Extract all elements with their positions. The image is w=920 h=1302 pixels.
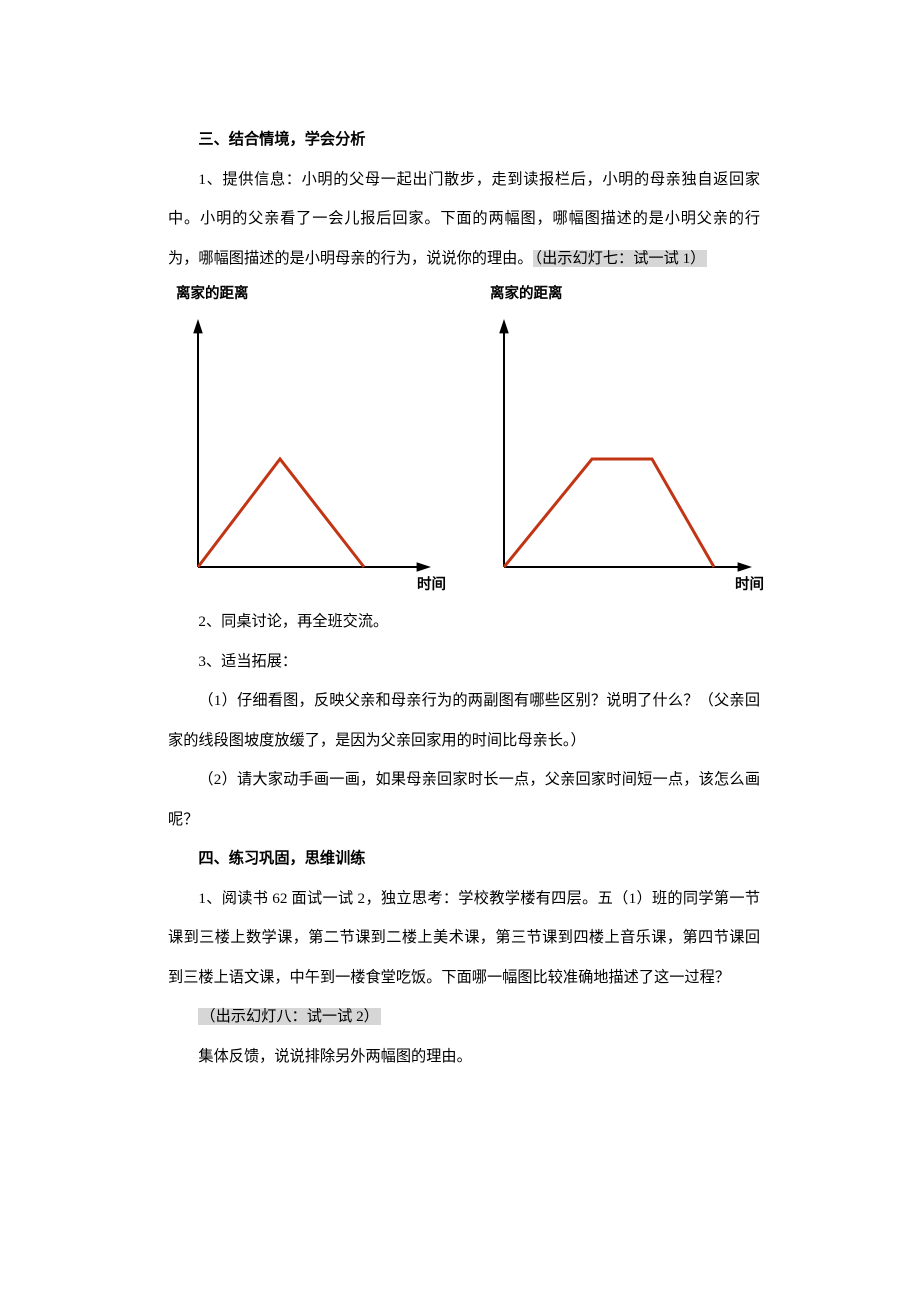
section-4-p1: 1、阅读书 62 面试一试 2，独立思考：学校教学楼有四层。五（1）班的同学第一… (168, 879, 760, 998)
section-3-p1: 1、提供信息：小明的父母一起出门散步，走到读报栏后，小明的母亲独自返回家中。小明… (168, 160, 760, 279)
page: 三、结合情境，学会分析 1、提供信息：小明的父母一起出门散步，走到读报栏后，小明… (0, 0, 920, 1302)
chart-right-block: 离家的距离 时间 (482, 282, 760, 594)
section-3-p1-highlight: （出示幻灯七：试一试 1） (533, 250, 708, 267)
section-3-p3-2: （2）请大家动手画一画，如果母亲回家时长一点，父亲回家时间短一点，该怎么画呢？ (168, 760, 760, 839)
section-4-p2: 集体反馈，说说排除另外两幅图的理由。 (168, 1037, 760, 1077)
section-4-p1-hl: （出示幻灯八：试一试 2） (168, 997, 760, 1037)
charts-row: 离家的距离 时间 离家的距离 时间 (168, 282, 760, 594)
section-3-p2: 2、同桌讨论，再全班交流。 (168, 602, 760, 642)
chart-left (168, 307, 438, 577)
section-4-heading: 四、练习巩固，思维训练 (168, 839, 760, 879)
chart-left-xlabel: 时间 (168, 573, 446, 594)
chart-right-xlabel: 时间 (482, 573, 764, 594)
chart-right-ylabel: 离家的距离 (490, 282, 760, 303)
chart-right (482, 307, 760, 577)
section-4-p1-highlight: （出示幻灯八：试一试 2） (198, 1008, 380, 1025)
chart-left-ylabel: 离家的距离 (176, 282, 442, 303)
section-3-p3: 3、适当拓展： (168, 642, 760, 682)
section-3-heading: 三、结合情境，学会分析 (168, 120, 760, 160)
section-3-p3-1: （1）仔细看图，反映父亲和母亲行为的两副图有哪些区别？说明了什么？（父亲回家的线… (168, 681, 760, 760)
chart-left-block: 离家的距离 时间 (168, 282, 442, 594)
